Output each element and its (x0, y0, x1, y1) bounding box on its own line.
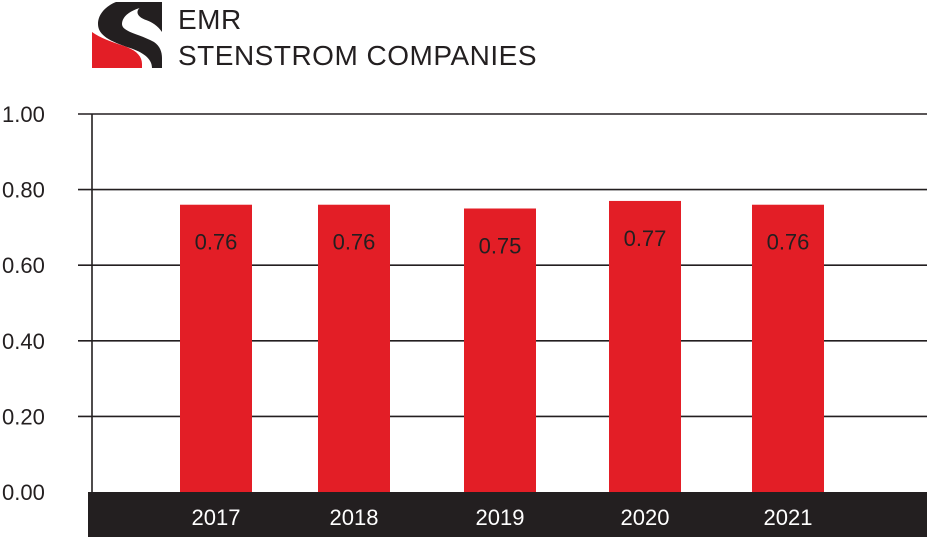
brand-name-line2: STENSTROM COMPANIES (178, 40, 538, 71)
data-label: 0.76 (333, 230, 376, 255)
bar (464, 208, 536, 492)
bar (752, 204, 824, 492)
y-tick-label: 0.80 (2, 178, 45, 203)
data-label: 0.76 (767, 230, 810, 255)
bar (609, 200, 681, 492)
x-tick-label: 2021 (764, 505, 813, 530)
y-tick-label: 0.40 (2, 329, 45, 354)
bar (180, 204, 252, 492)
data-label: 0.75 (479, 234, 522, 259)
emr-s-logo-icon (92, 2, 162, 68)
y-tick-label: 0.20 (2, 404, 45, 429)
data-label: 0.77 (624, 226, 667, 251)
y-tick-label: 0.60 (2, 253, 45, 278)
bar (318, 204, 390, 492)
x-tick-label: 2017 (192, 505, 241, 530)
x-axis-band (88, 492, 927, 537)
x-tick-label: 2020 (621, 505, 670, 530)
y-tick-label: 1.00 (2, 102, 45, 127)
x-tick-label: 2018 (330, 505, 379, 530)
data-label: 0.76 (195, 230, 238, 255)
y-tick-label: 0.00 (2, 480, 45, 505)
brand-name-line1: EMR (178, 4, 242, 35)
x-tick-label: 2019 (476, 505, 525, 530)
